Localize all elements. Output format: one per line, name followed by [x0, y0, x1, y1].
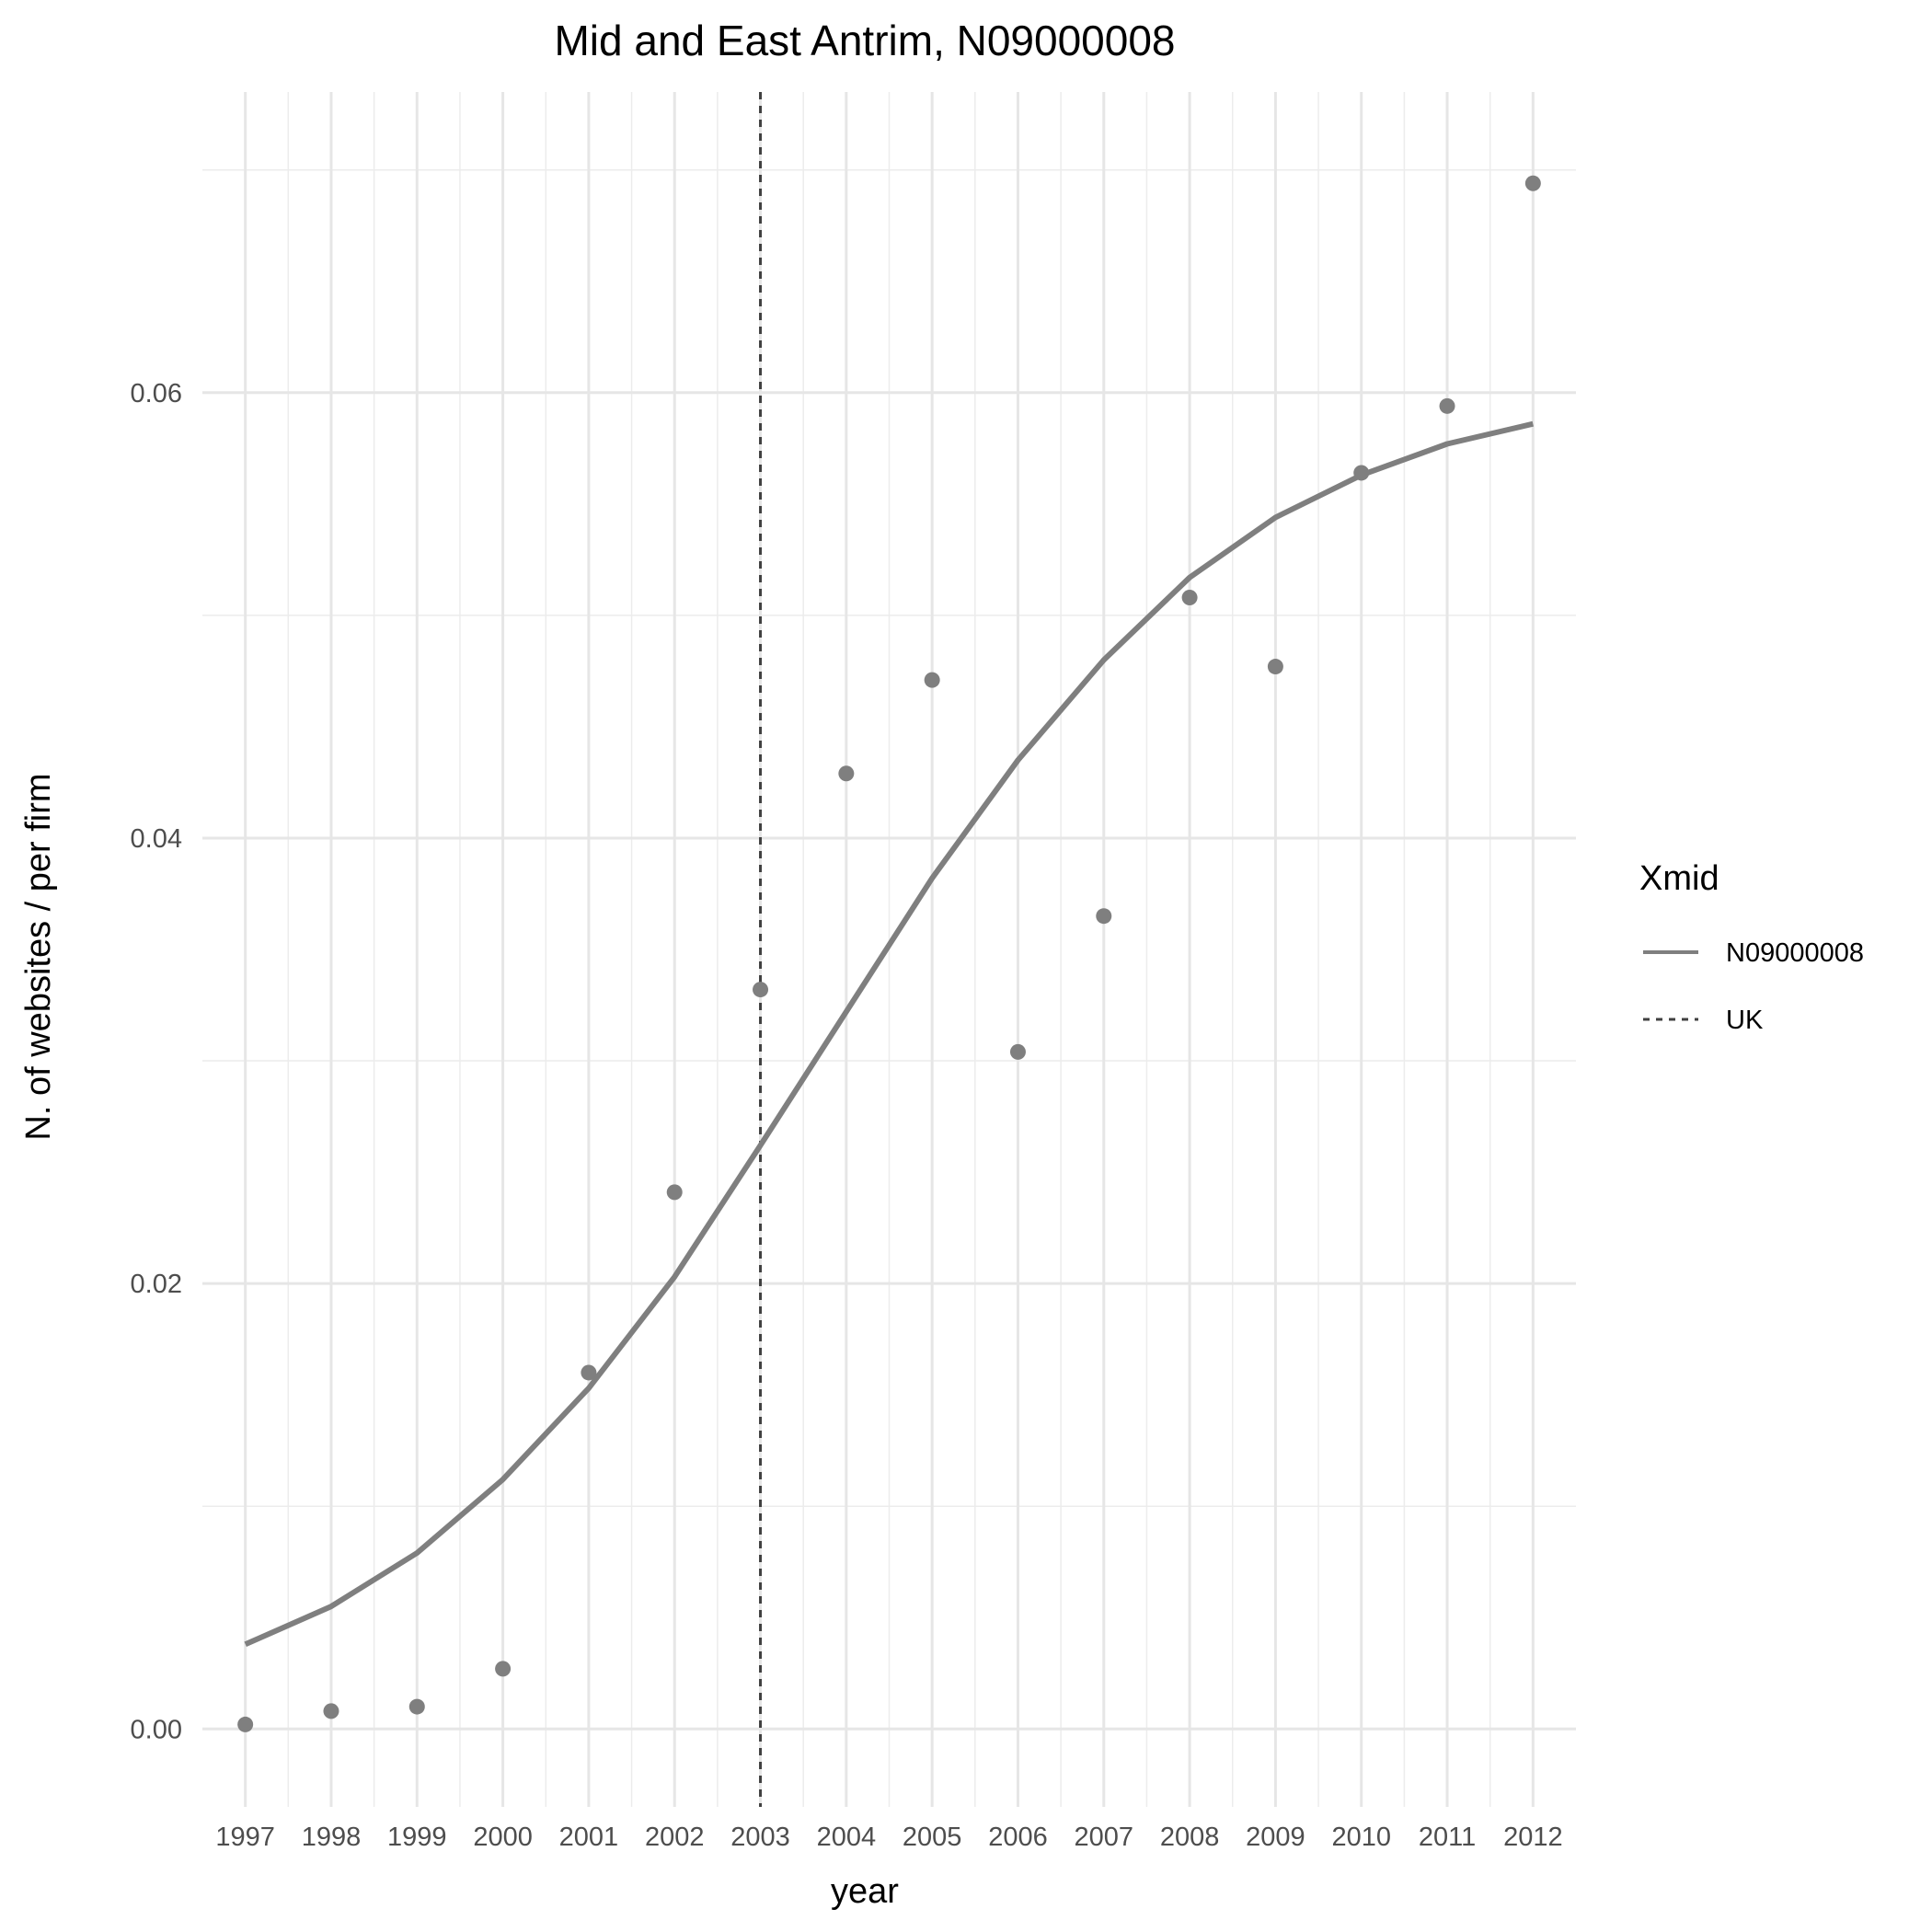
x-tick-label: 2003 — [730, 1823, 790, 1852]
y-tick-label: 0.06 — [131, 379, 182, 408]
x-axis-tick-labels: 1997 1998 1999 2000 2001 2002 2003 2004 2005 2006… — [215, 1823, 1562, 1852]
series-line-n09000008 — [244, 420, 1534, 1648]
y-axis-title: N. of websites / per firm — [19, 773, 58, 1140]
y-tick-label: 0.00 — [131, 1715, 182, 1744]
data-point — [753, 982, 769, 998]
data-point — [323, 1703, 339, 1719]
x-tick-label: 2005 — [903, 1823, 962, 1852]
y-tick-label: 0.04 — [131, 824, 182, 854]
data-point — [408, 1698, 425, 1715]
data-point — [581, 1364, 597, 1381]
x-tick-label: 2004 — [817, 1823, 877, 1852]
x-tick-label: 1998 — [302, 1823, 362, 1852]
data-point — [1181, 590, 1198, 606]
data-point — [1009, 1043, 1026, 1060]
x-tick-label: 2008 — [1160, 1823, 1220, 1852]
x-tick-label: 2000 — [473, 1823, 533, 1852]
x-tick-label: 2002 — [645, 1823, 705, 1852]
data-point — [666, 1184, 683, 1201]
x-axis-title: year — [831, 1872, 899, 1911]
x-tick-label: 2010 — [1331, 1823, 1391, 1852]
x-tick-label: 2011 — [1419, 1823, 1476, 1852]
chart-title: Mid and East Antrim, N09000008 — [554, 17, 1175, 64]
x-tick-label: 1997 — [215, 1823, 275, 1852]
data-point — [838, 765, 855, 782]
data-point — [1267, 659, 1283, 675]
data-point — [1096, 908, 1112, 925]
data-point — [237, 1716, 254, 1732]
grid-minor — [202, 92, 1576, 1807]
plot-layer — [237, 92, 1541, 1807]
legend-label-n09000008: N09000008 — [1726, 938, 1864, 968]
data-point — [924, 672, 940, 688]
legend: Xmid N09000008 UK — [1639, 859, 1864, 1035]
x-tick-label: 2007 — [1075, 1823, 1134, 1852]
legend-label-uk: UK — [1726, 1006, 1764, 1035]
y-axis-tick-labels: 0.00 0.02 0.04 0.06 — [131, 379, 182, 1744]
grid-major — [202, 92, 1576, 1807]
data-point — [1524, 175, 1541, 191]
legend-title: Xmid — [1639, 859, 1719, 898]
x-tick-label: 2012 — [1503, 1823, 1563, 1852]
data-point — [1439, 397, 1455, 414]
x-tick-label: 2009 — [1246, 1823, 1305, 1852]
x-tick-label: 2006 — [988, 1823, 1048, 1852]
data-point — [495, 1661, 512, 1677]
data-point — [1353, 465, 1370, 481]
x-tick-label: 2001 — [559, 1823, 619, 1852]
y-tick-label: 0.02 — [131, 1270, 182, 1299]
x-tick-label: 1999 — [387, 1823, 447, 1852]
